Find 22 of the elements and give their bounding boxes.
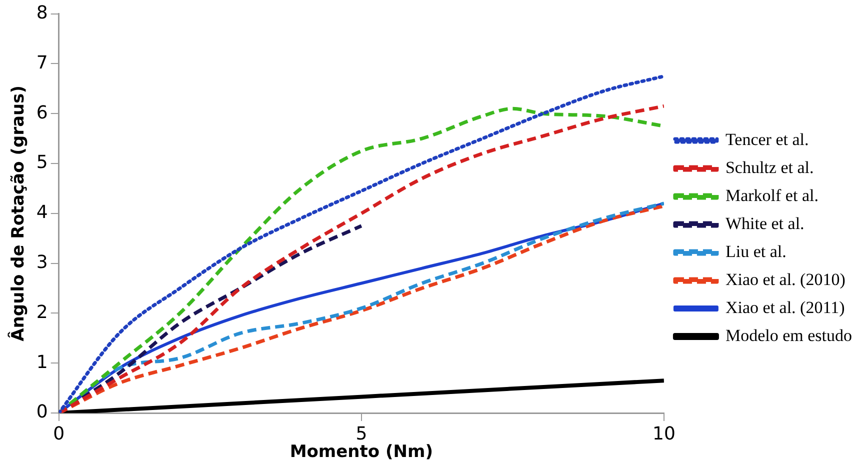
legend-label: Liu et al. bbox=[725, 242, 786, 261]
x-tick-label: 5 bbox=[356, 423, 368, 444]
y-axis-title: Ângulo de Rotação (graus) bbox=[8, 85, 29, 342]
y-tick-label: 2 bbox=[36, 302, 48, 323]
x-axis-title: Momento (Nm) bbox=[290, 442, 433, 462]
legend-label: Modelo em estudo bbox=[725, 326, 852, 345]
y-tick-label: 0 bbox=[36, 402, 48, 423]
legend-label: Markolf et al. bbox=[725, 186, 818, 205]
y-tick-label: 8 bbox=[36, 2, 48, 24]
y-tick-label: 7 bbox=[36, 52, 48, 74]
y-tick-label: 6 bbox=[36, 102, 48, 124]
legend-label: White et al. bbox=[725, 214, 804, 233]
legend-label: Xiao et al. (2010) bbox=[725, 270, 846, 289]
x-tick-label: 0 bbox=[53, 423, 65, 444]
y-tick-label: 3 bbox=[36, 252, 48, 273]
legend-label: Xiao et al. (2011) bbox=[725, 298, 845, 317]
legend-label: Schultz et al. bbox=[725, 158, 814, 177]
y-tick-label: 5 bbox=[36, 152, 48, 174]
legend-label: Tencer et al. bbox=[725, 130, 809, 149]
y-tick-label: 1 bbox=[36, 352, 48, 373]
x-tick-label: 10 bbox=[652, 423, 676, 444]
y-tick-label: 4 bbox=[36, 202, 48, 224]
